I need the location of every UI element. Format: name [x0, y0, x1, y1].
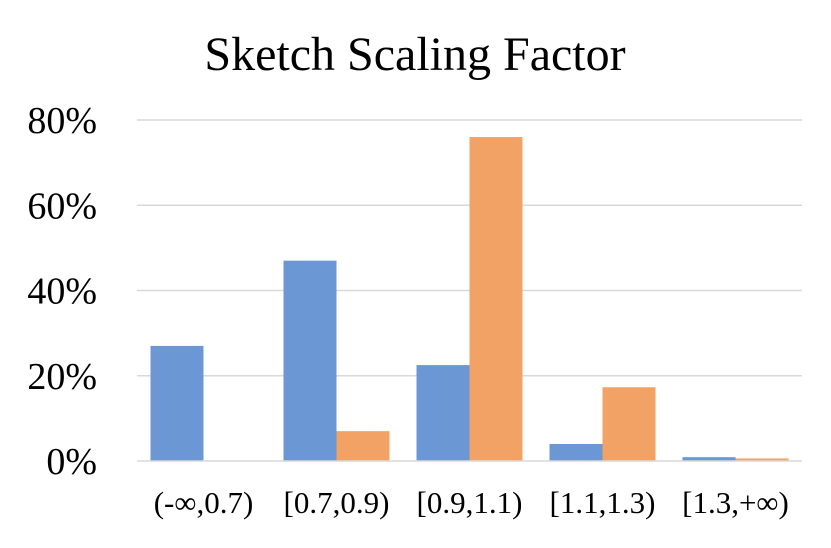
bar-series-1-4 [549, 443, 603, 461]
x-axis-category-labels: (-∞,0.7) [0.7,0.9) [0.9,1.1) [1.1,1.3) [1.3,… [154, 485, 789, 520]
bar-series-1-1 [150, 345, 204, 461]
bar-series-1-5 [682, 457, 736, 461]
bars [150, 137, 789, 462]
x-category-label: (-∞,0.7) [154, 485, 254, 520]
bar-series-2-3 [469, 137, 523, 462]
bar-series-1-3 [416, 365, 470, 461]
chart-title: Sketch Scaling Factor [204, 28, 625, 81]
y-tick-label: 40% [27, 271, 97, 313]
x-category-label: [0.9,1.1) [417, 485, 523, 520]
y-axis-tick-labels: 0% 20% 40% 60% 80% [27, 100, 97, 483]
y-tick-label: 20% [27, 356, 97, 398]
y-tick-label: 60% [27, 185, 97, 227]
bar-series-1-2 [283, 260, 337, 461]
bar-series-2-2 [336, 431, 390, 461]
y-tick-label: 0% [46, 441, 97, 483]
bar-series-2-4 [602, 387, 656, 461]
x-category-label: [1.1,1.3) [550, 485, 656, 520]
x-category-label: [1.3,+∞) [682, 485, 789, 520]
x-category-label: [0.7,0.9) [284, 485, 390, 520]
y-tick-label: 80% [27, 100, 97, 142]
bar-series-2-5 [735, 458, 789, 461]
